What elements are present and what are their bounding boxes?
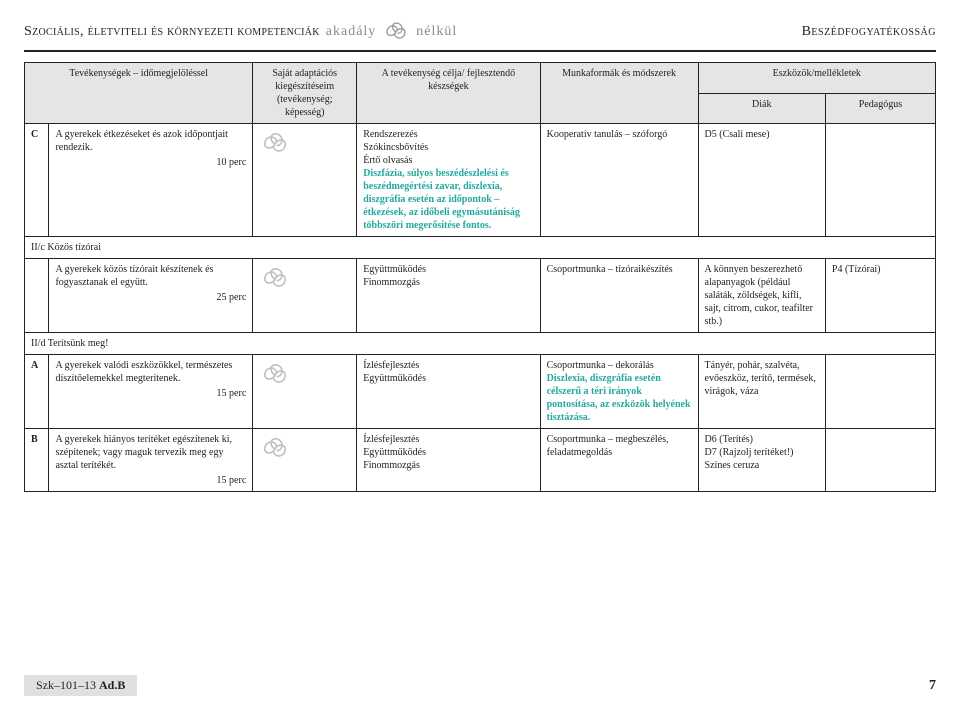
header-left-b: akadály	[326, 24, 377, 40]
col-methods: Munkaformák és módszerek	[540, 63, 698, 124]
goals-cell: Együttműködés Finommozgás	[357, 259, 540, 333]
methods-cell: Kooperatív tanulás – szóforgó	[540, 124, 698, 237]
table-row: C A gyerekek étkezéseket és azok időpont…	[25, 124, 936, 237]
activity-text: A gyerekek étkezéseket és azok időpontja…	[55, 129, 227, 153]
header-left-c: nélkül	[416, 24, 457, 40]
methods-cond: Diszlexia, diszgráfia esetén célszerű a …	[547, 373, 691, 423]
spiral-logo-icon	[382, 18, 410, 46]
teacher-cell: P4 (Tízórai)	[825, 259, 935, 333]
goals-cell: Rendszerezés Szókincsbővítés Értő olvasá…	[357, 124, 540, 237]
methods-cell: Csoportmunka – tízóraikészítés	[540, 259, 698, 333]
methods-plain: Csoportmunka – dekorálás	[547, 360, 654, 371]
methods-cell: Csoportmunka – dekorálás Diszlexia, disz…	[540, 355, 698, 429]
activity-duration: 25 perc	[55, 291, 246, 304]
activity-text: A gyerekek valódi eszközökkel, természet…	[55, 360, 232, 384]
activity-text: A gyerekek közös tízórait készítenek és …	[55, 264, 213, 288]
page-header: Szociális, életviteli és környezeti komp…	[24, 18, 936, 52]
section-row: II/d Terítsünk meg!	[25, 333, 936, 355]
adaptation-cell	[253, 259, 357, 333]
methods-cell: Csoportmunka – megbeszélés, feladatmegol…	[540, 429, 698, 492]
footer-code-prefix: Szk–101–13	[36, 678, 99, 692]
table-row: A A gyerekek valódi eszközökkel, termész…	[25, 355, 936, 429]
header-left-a: Szociális, életviteli és környezeti komp…	[24, 24, 320, 40]
spiral-icon	[259, 359, 291, 391]
row-label: B	[25, 429, 49, 492]
spiral-icon	[259, 433, 291, 465]
activity-text: A gyerekek hiányos terítéket egészítenek…	[55, 434, 232, 471]
footer-code-bold: Ad.B	[99, 678, 125, 692]
student-cell: Tányér, pohár, szalvéta, evőeszköz, terí…	[698, 355, 825, 429]
header-right: Beszédfogyatékosság	[802, 24, 936, 40]
section-row: II/c Közös tízórai	[25, 237, 936, 259]
col-goals: A tevékenység célja/ fejlesztendő készsé…	[357, 63, 540, 124]
col-attachments: Eszközök/mellékletek	[698, 63, 935, 94]
table-row: A gyerekek közös tízórait készítenek és …	[25, 259, 936, 333]
adaptation-cell	[253, 355, 357, 429]
activity-duration: 15 perc	[55, 474, 246, 487]
activity-cell: A gyerekek valódi eszközökkel, természet…	[49, 355, 253, 429]
spiral-icon	[259, 263, 291, 295]
row-label	[25, 259, 49, 333]
activity-duration: 10 perc	[55, 156, 246, 169]
student-cell: D6 (Terítés) D7 (Rajzolj terítéket!) Szí…	[698, 429, 825, 492]
col-adaptation: Saját adaptációs kiegészítéseim (tevéken…	[253, 63, 357, 124]
teacher-cell	[825, 429, 935, 492]
student-cell: A könnyen beszerezhető alapanyagok (péld…	[698, 259, 825, 333]
col-teacher: Pedagógus	[825, 93, 935, 124]
teacher-cell	[825, 355, 935, 429]
activity-cell: A gyerekek hiányos terítéket egészítenek…	[49, 429, 253, 492]
goals-cell: Ízlésfejlesztés Együttműködés	[357, 355, 540, 429]
teacher-cell	[825, 124, 935, 237]
student-cell: D5 (Csali mese)	[698, 124, 825, 237]
spiral-icon	[259, 128, 291, 160]
row-label: A	[25, 355, 49, 429]
col-activity: Tevékenységek – időmegjelöléssel	[25, 63, 253, 124]
page-footer: Szk–101–13 Ad.B 7	[24, 675, 936, 696]
adaptation-cell	[253, 429, 357, 492]
row-label: C	[25, 124, 49, 237]
section-label: II/c Közös tízórai	[25, 237, 936, 259]
page-number: 7	[929, 678, 936, 694]
footer-code: Szk–101–13 Ad.B	[24, 675, 137, 696]
table-row: B A gyerekek hiányos terítéket egészíten…	[25, 429, 936, 492]
goals-cond: Diszfázia, súlyos beszédészlelési és bes…	[363, 168, 520, 231]
adaptation-cell	[253, 124, 357, 237]
goals-cell: Ízlésfejlesztés Együttműködés Finommozgá…	[357, 429, 540, 492]
activity-duration: 15 perc	[55, 387, 246, 400]
goals-plain: Rendszerezés Szókincsbővítés Értő olvasá…	[363, 129, 428, 166]
col-student: Diák	[698, 93, 825, 124]
activity-cell: A gyerekek étkezéseket és azok időpontja…	[49, 124, 253, 237]
activity-cell: A gyerekek közös tízórait készítenek és …	[49, 259, 253, 333]
header-left: Szociális, életviteli és környezeti komp…	[24, 18, 457, 46]
lesson-plan-table: Tevékenységek – időmegjelöléssel Saját a…	[24, 62, 936, 492]
section-label: II/d Terítsünk meg!	[25, 333, 936, 355]
